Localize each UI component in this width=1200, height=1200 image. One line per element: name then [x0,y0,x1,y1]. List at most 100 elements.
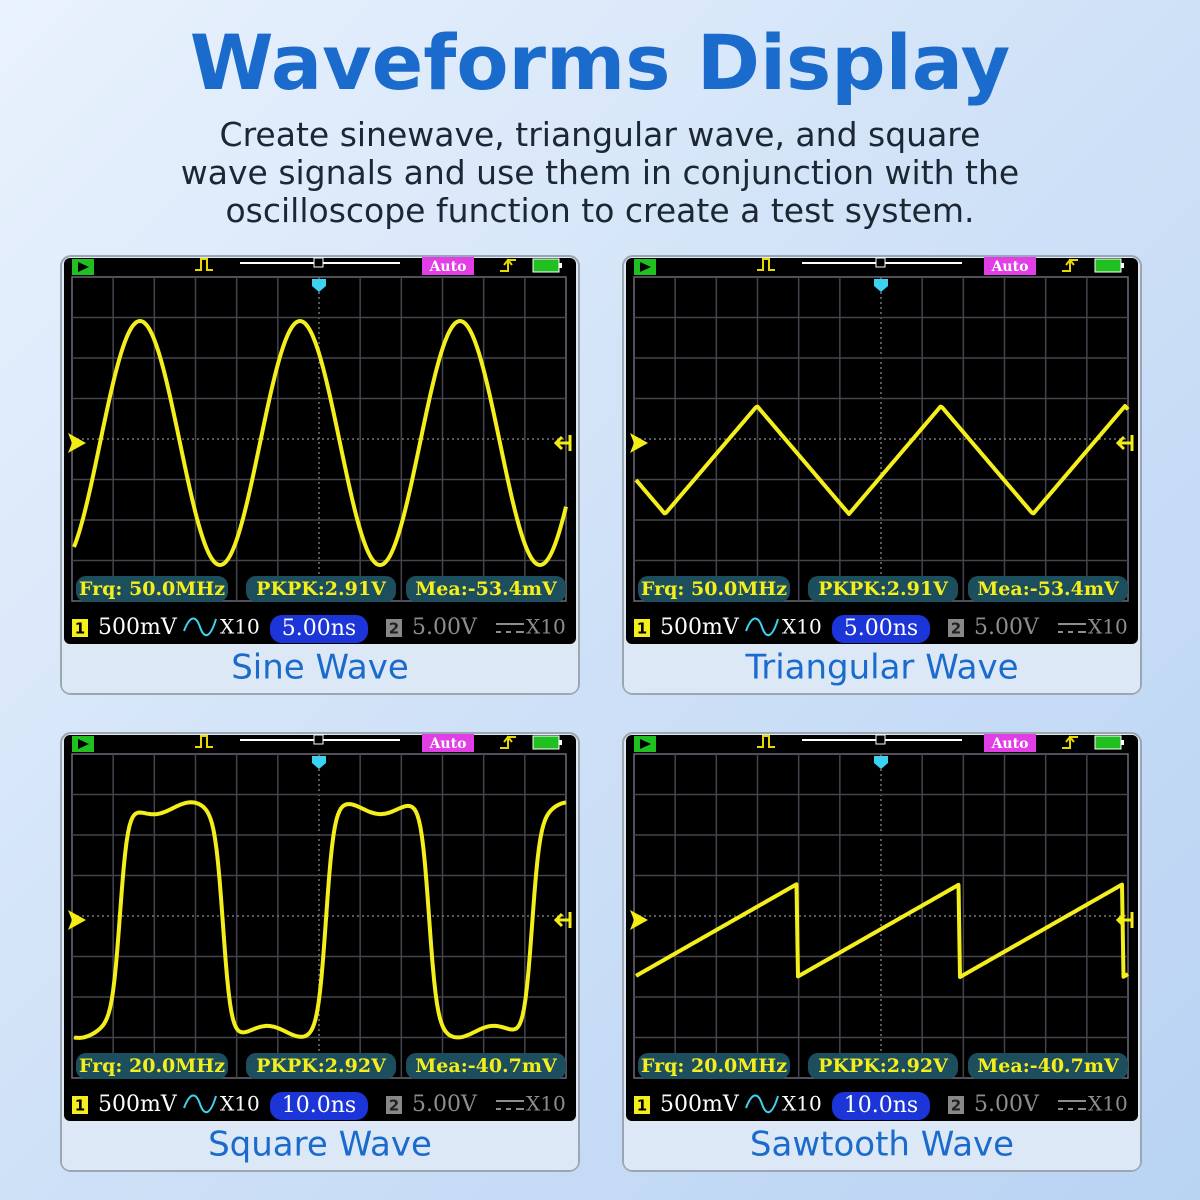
trigger-edge-icon [757,258,775,271]
ch2-probe: X10 [526,1092,566,1116]
waveform [634,882,1130,979]
mode-badge [422,734,474,752]
ch2-scale: 5.00V [974,1092,1040,1117]
battery [532,735,560,750]
caption-band [62,1122,578,1170]
caption-band [624,1122,1140,1170]
oscilloscope-panel: Auto Frq: 50.0MHz PKPK:2.91V Mea:-53.4mV 1 50… [60,255,580,695]
ch1-probe: X10 [782,615,822,639]
trigger-level-marker [553,912,572,928]
timebase: 10.0ns [844,1093,918,1118]
ch2-probe: X10 [526,615,566,639]
caption-band [624,645,1140,693]
ch1-scale: 500mV [98,1092,178,1117]
measurement-box [968,1053,1128,1079]
ch2-scale: 5.00V [412,615,478,640]
ch1-badge [72,1096,88,1114]
time-marker [875,734,886,745]
ch2-badge [386,1096,402,1114]
measurement: Frq: 50.0MHz [641,578,787,600]
trigger-mode: Auto [991,736,1029,752]
channel-marker [68,433,86,453]
ch1-number: 1 [637,1097,647,1115]
battery [1094,258,1122,273]
slope-icon [1062,735,1078,749]
ch1-badge [634,619,650,637]
ch2-scale: 5.00V [974,615,1040,640]
ch1-badge [72,619,88,637]
subtitle-line: wave signals and use them in conjunction… [180,153,1020,192]
ch2-probe: X10 [1088,1092,1128,1116]
run-arrow [78,262,89,272]
ac-coupling-icon [183,1094,217,1114]
measurement: PKPK:2.91V [256,578,387,600]
trigger-pos-marker [312,279,326,292]
waveform [73,800,567,1040]
timebase-box [832,615,930,643]
timebase: 10.0ns [282,1093,356,1118]
ch2-scale: 5.00V [412,1092,478,1117]
dc-coupling-icon [496,623,524,633]
trigger-mode: Auto [991,259,1029,275]
measurement: PKPK:2.91V [818,578,949,600]
ch2-number: 2 [951,620,961,638]
ch1-number: 1 [637,620,647,638]
ch2-number: 2 [951,1097,961,1115]
ch1-number: 1 [75,620,85,638]
ac-coupling-icon [183,617,217,637]
measurement-box [808,576,958,602]
ch2-badge [948,1096,964,1114]
trigger-edge-icon [195,258,213,271]
measurement-box [406,576,566,602]
time-marker [875,257,886,268]
battery [1094,735,1122,750]
measurement-box [638,576,790,602]
measurement: Frq: 20.0MHz [641,1055,787,1077]
measurement: Frq: 50.0MHz [79,578,225,600]
measurement-box [76,576,228,602]
ch1-badge [634,1096,650,1114]
subtitle: Create sinewave, triangular wave, and sq… [0,116,1200,230]
run-arrow [640,739,651,749]
measurement: PKPK:2.92V [256,1055,387,1077]
measurement-box [968,576,1128,602]
measurement-box [406,1053,566,1079]
trigger-pos-marker [312,756,326,769]
trigger-level-marker [1115,435,1134,451]
ch1-probe: X10 [220,615,260,639]
timebase: 5.00ns [844,616,918,641]
oscilloscope-panel: Auto Frq: 20.0MHz PKPK:2.92V Mea:-40.7mV 1 50… [622,732,1142,1172]
ch2-badge [386,619,402,637]
measurement-box [76,1053,228,1079]
ch1-scale: 500mV [98,615,178,640]
waveform [72,319,568,567]
battery-tip [559,263,562,268]
dc-coupling-icon [1058,623,1086,633]
measurement: Mea:-53.4mV [977,578,1120,600]
caption: Sawtooth Wave [750,1125,1014,1165]
dc-coupling-icon [496,1100,524,1110]
ch2-probe: X10 [1088,615,1128,639]
trigger-mode: Auto [429,259,467,275]
measurement: Mea:-53.4mV [415,578,558,600]
caption: Sine Wave [231,648,409,688]
trigger-edge-icon [757,735,775,748]
measurement-box [638,1053,790,1079]
channel-marker [630,910,648,930]
ch1-scale: 500mV [660,615,740,640]
timebase-box [270,1092,368,1120]
trigger-level-marker [553,435,572,451]
battery-tip [559,740,562,745]
time-marker [313,734,324,745]
ch2-number: 2 [389,1097,399,1115]
run-arrow [640,262,651,272]
trigger-edge-icon [195,735,213,748]
measurement: PKPK:2.92V [818,1055,949,1077]
subtitle-line: oscilloscope function to create a test s… [225,191,975,230]
timebase: 5.00ns [282,616,356,641]
mode-badge [984,734,1036,752]
ch1-probe: X10 [782,1092,822,1116]
slope-icon [500,735,516,749]
title: Waveforms Display [189,18,1011,107]
